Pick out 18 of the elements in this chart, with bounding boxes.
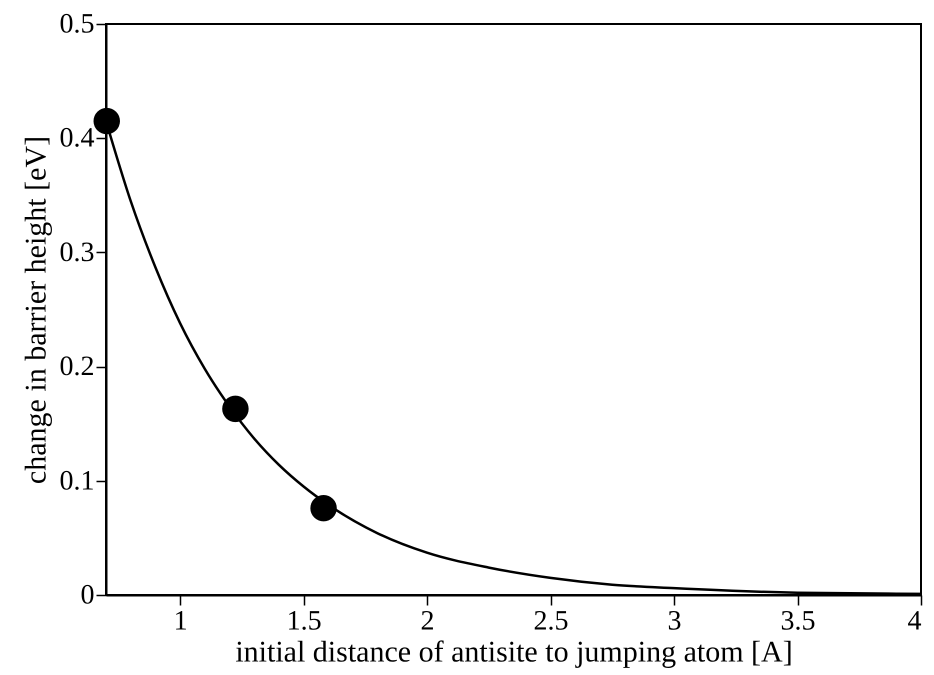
y-tick-label: 0.2 (60, 351, 94, 382)
point (222, 396, 249, 422)
point (94, 108, 120, 134)
y-tick-label: 0.1 (60, 465, 94, 496)
x-tick-label: 2.5 (534, 606, 569, 636)
x-tick-label: 1.5 (286, 606, 322, 636)
x-tick-label: 2 (420, 606, 435, 636)
y-axis-title: change in barrier height [eV] (20, 136, 52, 484)
y-tick-label: 0.5 (60, 8, 94, 40)
y-tick-label: 0 (80, 580, 94, 610)
x-tick-label: 3 (668, 606, 682, 636)
x-tick-label: 1 (174, 606, 188, 636)
y-tick-label: 0.4 (60, 122, 94, 154)
x-tick-label: 3.5 (780, 606, 816, 636)
y-tick-label: 0.3 (60, 236, 94, 268)
point (310, 495, 337, 522)
x-tick-label: 4 (908, 606, 922, 636)
x-axis-title: initial distance of antisite to jumping atom [A] (235, 636, 793, 668)
